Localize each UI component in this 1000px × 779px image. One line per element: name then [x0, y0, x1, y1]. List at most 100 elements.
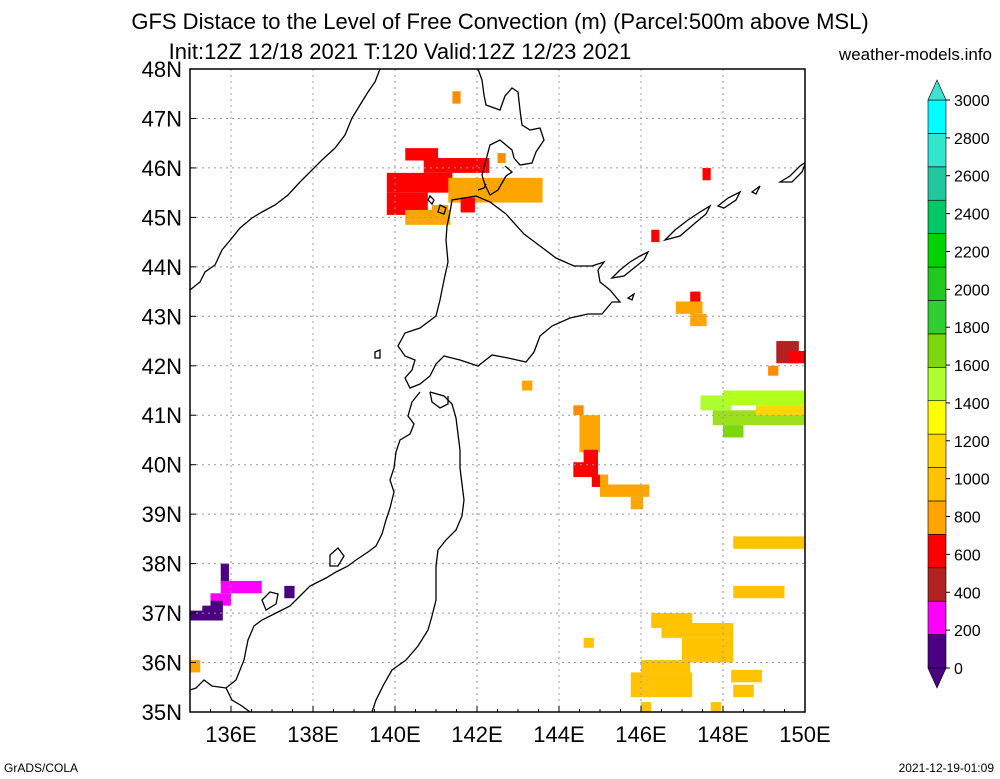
colorbar-label: 1000: [954, 472, 990, 489]
software-credit: GrADS/COLA: [4, 761, 79, 775]
field-cell: [675, 301, 703, 314]
field-cell: [651, 229, 660, 243]
field-cell: [583, 449, 598, 468]
y-tick-label: 48N: [142, 57, 182, 82]
field-cell: [768, 365, 779, 376]
field-cell: [497, 153, 506, 163]
x-axis-ticks: 136E 138E 140E 142E 144E 146E 148E 150E: [189, 706, 831, 747]
field-cell: [210, 600, 223, 611]
x-tick-label: 148E: [697, 722, 748, 747]
field-cell: [690, 313, 707, 327]
coastline-okushiri: [374, 349, 381, 359]
coastline-islet-2: [427, 194, 435, 206]
colorbar-segment: [927, 333, 947, 368]
plot-frame: [189, 68, 806, 713]
coastline-kuril-3: [716, 190, 742, 209]
field-cell: [690, 291, 701, 307]
x-tick-label: 142E: [451, 722, 502, 747]
field-cell: [405, 148, 439, 161]
colorbar-label: 200: [954, 623, 981, 640]
coastline-peninsula-sw: [225, 687, 251, 712]
coastline-honshu-east: [371, 391, 465, 712]
field-cell: [460, 197, 475, 213]
field-cell: [591, 474, 603, 487]
y-tick-label: 46N: [142, 156, 182, 181]
colorbar-label: 1400: [954, 396, 990, 413]
colorbar-label: 400: [954, 585, 981, 602]
field-cell: [641, 660, 691, 673]
y-tick-label: 41N: [142, 403, 182, 428]
colorbar-segment: [927, 400, 947, 435]
gridlines: [190, 69, 806, 712]
colorbar-segment: [927, 500, 947, 535]
field-cell: [755, 405, 805, 416]
coastline-mainland: [190, 69, 381, 291]
field-cell: [723, 425, 744, 438]
field-cell: [190, 660, 201, 673]
field-cells: [190, 91, 805, 712]
colorbar: 0 200 400 600 800 1000 1200 1400 1600 1800 2000 220…: [927, 79, 990, 689]
colorbar-segment: [927, 534, 947, 569]
y-axis-ticks: 35N 36N 37N 38N 39N 40N 41N 42N 43N 44N 45N 46N 47N 4…: [142, 57, 196, 725]
coastline-kuril-5: [777, 161, 805, 183]
coastlines: [190, 69, 805, 712]
y-tick-label: 47N: [142, 106, 182, 131]
colorbar-min-arrow: [927, 667, 947, 689]
colorbar-segment: [927, 366, 947, 402]
field-cell: [731, 669, 762, 683]
field-cell: [600, 484, 650, 497]
colorbar-label: 1600: [954, 358, 990, 375]
x-tick-label: 138E: [287, 722, 338, 747]
y-tick-label: 39N: [142, 502, 182, 527]
colorbar-label: 600: [954, 547, 981, 564]
coastline-kuril-6: [626, 292, 636, 301]
coastline-hokkaido: [397, 195, 622, 389]
field-cell: [733, 684, 754, 698]
field-cell: [423, 158, 490, 173]
field-cell: [573, 405, 584, 416]
coastline-noto: [261, 591, 279, 611]
x-tick-label: 150E: [779, 722, 830, 747]
coastline-kuril-1: [610, 250, 650, 279]
chart-title: GFS Distace to the Level of Free Convect…: [131, 9, 869, 34]
colorbar-max-arrow: [927, 79, 947, 101]
y-tick-label: 44N: [142, 255, 182, 280]
colorbar-label: 2600: [954, 169, 990, 186]
field-cell: [386, 192, 428, 215]
colorbar-segment: [927, 199, 947, 234]
field-cell: [583, 637, 594, 648]
field-cell: [788, 350, 805, 364]
field-cell: [710, 702, 721, 712]
y-tick-label: 38N: [142, 552, 182, 577]
y-tick-label: 35N: [142, 700, 182, 725]
colorbar-label: 2200: [954, 244, 990, 261]
coastline-sakhalin: [477, 69, 545, 196]
coastline-tsugaru: [429, 391, 449, 409]
coastline-kuril-4: [750, 185, 761, 195]
y-tick-label: 45N: [142, 205, 182, 230]
x-tick-label: 146E: [615, 722, 666, 747]
field-cell: [220, 563, 229, 584]
coastline-sado: [329, 547, 345, 567]
field-cell: [723, 390, 805, 406]
field-cell: [702, 167, 711, 181]
field-cell: [190, 610, 209, 621]
colorbar-label: 3000: [954, 93, 990, 110]
x-tick-label: 136E: [205, 722, 256, 747]
colorbar-segment: [927, 467, 947, 502]
field-cell: [641, 702, 652, 712]
field-cell: [682, 637, 734, 663]
y-tick-label: 37N: [142, 601, 182, 626]
x-tick-label: 144E: [533, 722, 584, 747]
coastline-islet-1: [437, 204, 447, 215]
colorbar-segment: [927, 166, 947, 201]
field-cell: [431, 205, 449, 215]
coastline-honshu: [190, 391, 421, 691]
field-cell: [284, 585, 295, 599]
coastline-kuril-2: [662, 204, 712, 242]
colorbar-segment: [927, 433, 947, 468]
colorbar-label: 0: [954, 661, 963, 678]
colorbar-segment: [927, 233, 947, 268]
colorbar-label: 2000: [954, 282, 990, 299]
